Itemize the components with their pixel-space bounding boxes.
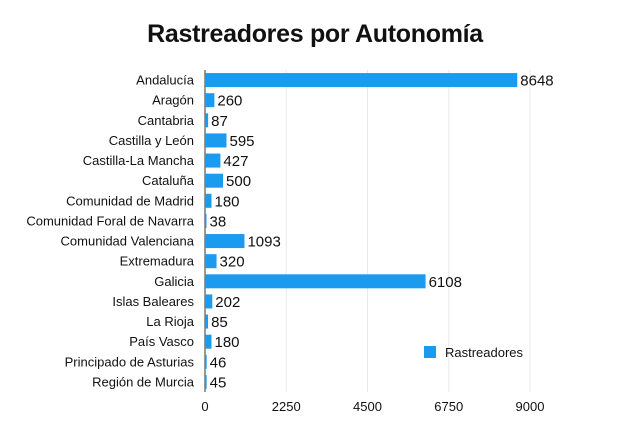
data-label: 427 [223, 153, 248, 170]
category-label: Islas Baleares [112, 294, 194, 309]
data-label: 180 [215, 334, 240, 351]
category-label: Andalucía [136, 73, 195, 88]
category-label: Castilla y León [109, 133, 194, 148]
data-label: 320 [220, 254, 245, 271]
bar [205, 113, 209, 128]
x-tick-label: 9000 [516, 399, 545, 414]
bar [205, 153, 221, 168]
category-label: Principado de Asturias [65, 354, 195, 369]
data-label: 46 [210, 354, 227, 371]
data-label: 180 [215, 193, 240, 210]
x-tick-label: 2250 [272, 399, 301, 414]
chart-title: Rastreadores por Autonomía [147, 20, 483, 48]
data-label: 85 [211, 314, 228, 331]
bar [205, 193, 212, 208]
bar [205, 374, 207, 389]
bar [205, 93, 215, 108]
bar [205, 173, 224, 188]
data-label: 87 [211, 113, 228, 130]
bar [205, 234, 245, 249]
bar [205, 354, 207, 369]
x-tick-label: 0 [201, 399, 208, 414]
x-tick-label: 6750 [434, 399, 463, 414]
data-label: 45 [210, 374, 227, 391]
data-label: 1093 [247, 234, 280, 251]
data-label: 595 [229, 133, 254, 150]
bar [205, 274, 426, 289]
legend-swatch [424, 346, 436, 358]
category-label: Extremadura [120, 254, 195, 269]
category-label: País Vasco [129, 334, 194, 349]
data-label: 38 [210, 213, 227, 230]
data-label: 500 [226, 173, 251, 190]
category-label: Cataluña [142, 173, 195, 188]
category-label: Región de Murcia [92, 374, 195, 389]
category-label: Comunidad de Madrid [66, 193, 194, 208]
bar [205, 334, 212, 349]
legend-label: Rastreadores [445, 345, 524, 360]
data-label: 6108 [429, 274, 462, 291]
data-label: 202 [215, 294, 240, 311]
data-label: 260 [217, 93, 242, 110]
data-label: 8648 [520, 73, 553, 90]
category-label: La Rioja [146, 314, 194, 329]
category-label: Castilla-La Mancha [83, 153, 195, 168]
category-label: Galicia [154, 274, 195, 289]
x-tick-label: 4500 [353, 399, 382, 414]
category-label: Cantabria [138, 113, 195, 128]
bar [205, 254, 217, 269]
bar [205, 294, 213, 309]
category-label: Comunidad Foral de Navarra [26, 213, 194, 228]
bar [205, 314, 209, 329]
category-label: Comunidad Valenciana [61, 234, 195, 249]
bar [205, 133, 227, 148]
bar [205, 73, 518, 88]
bar [205, 213, 207, 228]
category-label: Aragón [152, 93, 194, 108]
